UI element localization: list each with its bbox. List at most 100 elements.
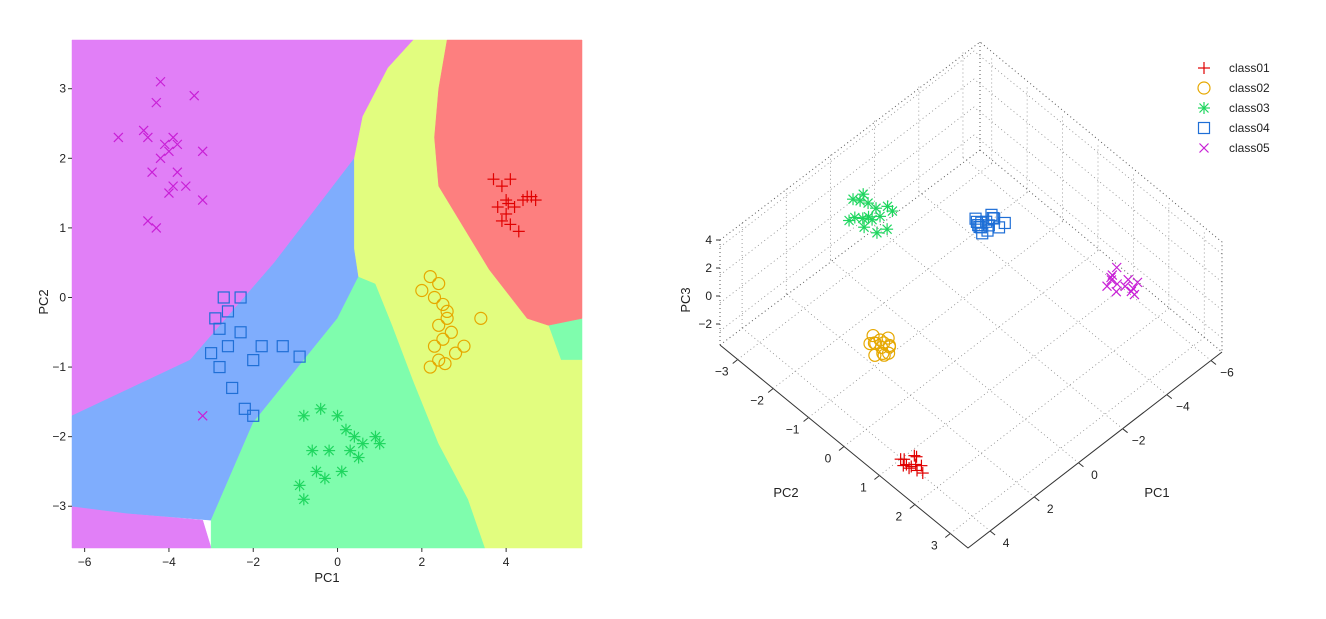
point-class04 xyxy=(221,305,235,318)
point-class02 xyxy=(423,360,437,374)
decision-regions xyxy=(71,39,583,549)
point3d-class01 xyxy=(915,459,928,472)
point3d-class03 xyxy=(886,205,899,218)
floor-grid-line xyxy=(879,279,1134,476)
point-class01 xyxy=(491,201,504,214)
pc3-tick-label: 0 xyxy=(705,289,712,303)
point-class04 xyxy=(221,340,235,353)
point-class05 xyxy=(197,410,208,421)
point3d-class02 xyxy=(867,336,882,350)
pc2-tick-label: 3 xyxy=(931,539,938,553)
pc3-tick-label: 4 xyxy=(705,233,712,247)
point-class02 xyxy=(436,332,450,346)
pc2-tick-mark xyxy=(803,417,809,422)
point3d-class05 xyxy=(1102,281,1112,292)
3d-grid-lines xyxy=(719,50,1223,534)
pc1-tick-label: 0 xyxy=(1091,468,1098,482)
point-class04 xyxy=(213,360,226,374)
pc1-tick-label: −2 xyxy=(1132,434,1146,448)
pc1-tick-mark xyxy=(1166,394,1173,399)
point-class04 xyxy=(213,322,226,335)
point3d-class01 xyxy=(894,453,907,466)
point-class05 xyxy=(172,139,183,150)
wall-grid-line xyxy=(719,78,1223,283)
floor-grid-line xyxy=(830,259,1079,464)
point3d-class01 xyxy=(905,460,918,473)
point-class03 xyxy=(306,444,319,457)
point-class01 xyxy=(504,218,517,231)
point3d-class02 xyxy=(866,328,880,343)
point-class01 xyxy=(512,225,525,238)
point-class02 xyxy=(415,283,429,298)
legend-label-class01: class01 xyxy=(1229,61,1270,75)
legend-item-class02: class02 xyxy=(1197,81,1270,95)
point3d-class03 xyxy=(856,212,869,225)
point-class02 xyxy=(432,276,446,291)
point3d-class04 xyxy=(975,216,988,229)
pc1-tick-mark xyxy=(1122,428,1128,434)
point3d-class04 xyxy=(973,220,986,233)
point-class04 xyxy=(255,340,268,353)
point-class05 xyxy=(142,132,153,143)
left-y-axis-label: PC2 xyxy=(36,289,51,314)
pc1-tick-mark xyxy=(1210,360,1217,365)
point3d-class03 xyxy=(857,188,870,201)
legend-label-class02: class02 xyxy=(1229,81,1270,95)
point-class05 xyxy=(155,153,166,164)
point-class04 xyxy=(234,291,247,304)
point-class03 xyxy=(369,430,382,443)
point-class01 xyxy=(495,214,508,227)
point3d-class03 xyxy=(847,193,860,206)
point-class02 xyxy=(474,311,488,325)
point-class05 xyxy=(172,167,183,178)
floor-grid-line xyxy=(843,250,1099,447)
point-class04 xyxy=(276,340,289,353)
y-tick-label: 0 xyxy=(59,290,66,304)
pc2-tick-mark xyxy=(838,446,845,451)
point-class03 xyxy=(344,444,357,457)
x-tick-label: 4 xyxy=(503,555,510,569)
left-y-ticks: −3 −2 −1 0 1 2 3 xyxy=(52,82,72,513)
point-class03 xyxy=(310,465,323,478)
right-data-points xyxy=(843,188,1143,480)
pc2-tick-label: −2 xyxy=(750,394,764,408)
point-class05 xyxy=(180,181,191,192)
legend-label-class04: class04 xyxy=(1229,121,1270,135)
point-class02 xyxy=(457,339,471,353)
point3d-class05 xyxy=(1120,281,1131,292)
point-class03 xyxy=(356,437,369,450)
point3d-class03 xyxy=(843,214,856,227)
point3d-class03 xyxy=(866,213,879,226)
right-pc3-label: PC3 xyxy=(678,287,693,312)
point3d-class05 xyxy=(1126,286,1137,297)
left-panel: −6 −4 −2 0 2 4 −3 −2 −1 0 1 2 3 PC1 PC2 xyxy=(36,39,583,585)
point-class05 xyxy=(151,222,162,233)
y-tick-label: −3 xyxy=(52,499,66,513)
point-class02 xyxy=(423,270,437,284)
point-class02 xyxy=(438,356,452,371)
point-class05 xyxy=(147,167,158,178)
pc2-tick-label: −1 xyxy=(786,423,800,437)
grid-floor-back-right xyxy=(979,149,1223,353)
point3d-class05 xyxy=(1106,272,1116,283)
point-class02 xyxy=(432,318,446,332)
point3d-class05 xyxy=(1123,274,1134,285)
pc2-tick-label: 1 xyxy=(860,481,867,495)
left-data-points xyxy=(113,76,542,506)
point-class03 xyxy=(293,479,306,492)
point-class05 xyxy=(164,188,174,199)
pc2-tick-mark xyxy=(767,388,774,393)
3d-ticks: −3 −2 −1 0 1 2 3 −6 −4 −2 0 2 4 4 2 0 −2 xyxy=(698,233,1234,553)
wall-grid-line xyxy=(719,134,1223,339)
legend-item-class03: class03 xyxy=(1198,101,1270,115)
legend-marker-class03 xyxy=(1198,102,1210,114)
point-class01 xyxy=(529,194,542,207)
y-tick-label: −2 xyxy=(52,430,66,444)
point-class03 xyxy=(318,472,331,485)
right-pc2-label: PC2 xyxy=(773,485,798,500)
legend: class01 class02 class03 class04 class05 xyxy=(1197,61,1270,155)
grid-back-edge xyxy=(719,41,1223,352)
floor-grid-line xyxy=(741,327,991,532)
